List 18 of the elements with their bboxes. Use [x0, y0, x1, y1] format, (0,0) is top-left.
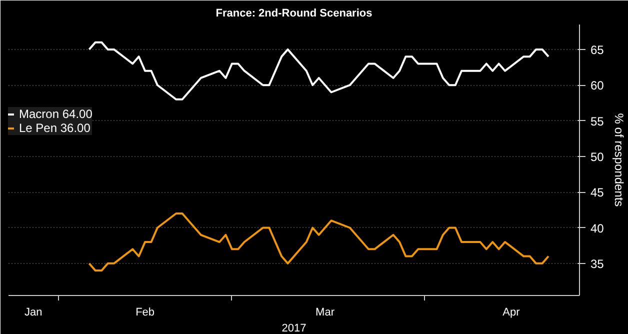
y-tick-label: 45 [590, 186, 604, 200]
legend-label: Le Pen 36.00 [19, 121, 90, 135]
x-tick-label: Feb [136, 306, 155, 318]
legend-label: Macron 64.00 [19, 107, 92, 121]
y-tick-label: 55 [590, 114, 604, 128]
x-tick-label: Jan [24, 306, 42, 318]
y-tick-label: 65 [590, 42, 604, 57]
y-tick-label: 60 [590, 78, 604, 93]
line-series [88, 41, 550, 100]
x-tick-label: Apr [502, 306, 520, 318]
chart-title: France: 2nd-Round Scenarios [216, 8, 372, 20]
y-axis-title: % of respondents [612, 113, 626, 207]
y-tick-label: 40 [590, 221, 604, 236]
x-axis-title: 2017 [282, 322, 306, 334]
y-tick-label: 50 [590, 150, 604, 164]
line-series [88, 212, 550, 272]
x-tick-label: Mar [316, 306, 335, 318]
y-tick-label: 35 [590, 256, 604, 271]
